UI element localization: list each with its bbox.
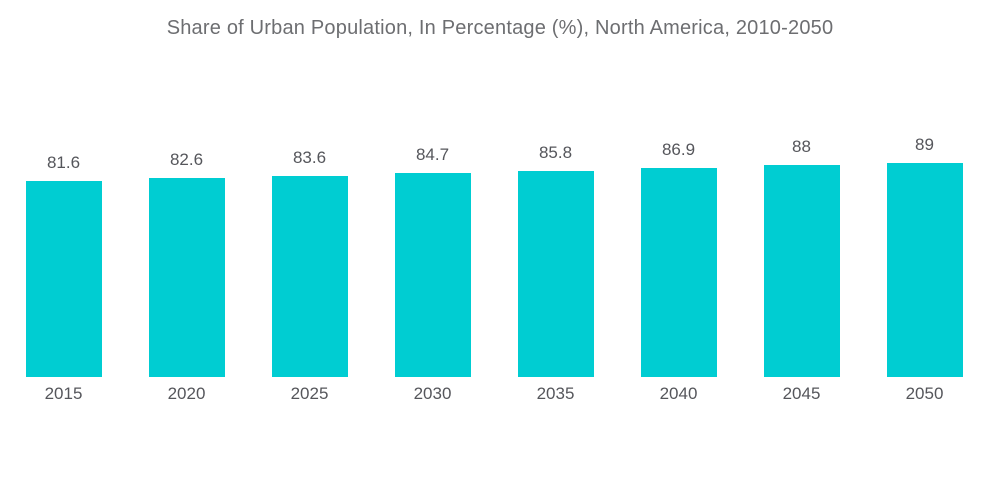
bar-column: 88 2045 [740, 0, 863, 404]
bar-column: 89 2050 [863, 0, 986, 404]
x-axis-label: 2020 [167, 384, 206, 403]
bar [517, 171, 594, 377]
bar [148, 178, 225, 377]
bar-chart: 81.6 2015 82.6 2020 83.6 2025 84.7 2030 85.8 2035… [2, 0, 986, 404]
bar [394, 173, 471, 377]
bar-column: 86.9 2040 [617, 0, 740, 404]
bar-value-label: 84.7 [415, 145, 450, 164]
x-axis-label: 2015 [44, 384, 83, 403]
x-axis-label: 2030 [413, 384, 452, 403]
bar-value-label: 81.6 [46, 153, 81, 172]
bar-value-label: 85.8 [538, 143, 573, 162]
bar-column: 85.8 2035 [494, 0, 617, 404]
bar-column: 82.6 2020 [125, 0, 248, 404]
bar-column: 84.7 2030 [371, 0, 494, 404]
bar-value-label: 83.6 [292, 148, 327, 167]
bar-column: 83.6 2025 [248, 0, 371, 404]
bar-value-label: 82.6 [169, 150, 204, 169]
x-axis-label: 2050 [905, 384, 944, 403]
bar [271, 176, 348, 377]
x-axis-label: 2025 [290, 384, 329, 403]
bar-value-label: 88 [792, 137, 811, 156]
bar-value-label: 89 [915, 135, 934, 154]
bar [25, 181, 102, 377]
x-axis-label: 2035 [536, 384, 575, 403]
bar-column: 81.6 2015 [2, 0, 125, 404]
bar [886, 163, 963, 377]
x-axis-label: 2045 [782, 384, 821, 403]
bar [763, 165, 840, 377]
bar [640, 168, 717, 377]
chart-title: Share of Urban Population, In Percentage… [166, 17, 834, 39]
x-axis-label: 2040 [659, 384, 698, 403]
bar-value-label: 86.9 [661, 140, 696, 159]
